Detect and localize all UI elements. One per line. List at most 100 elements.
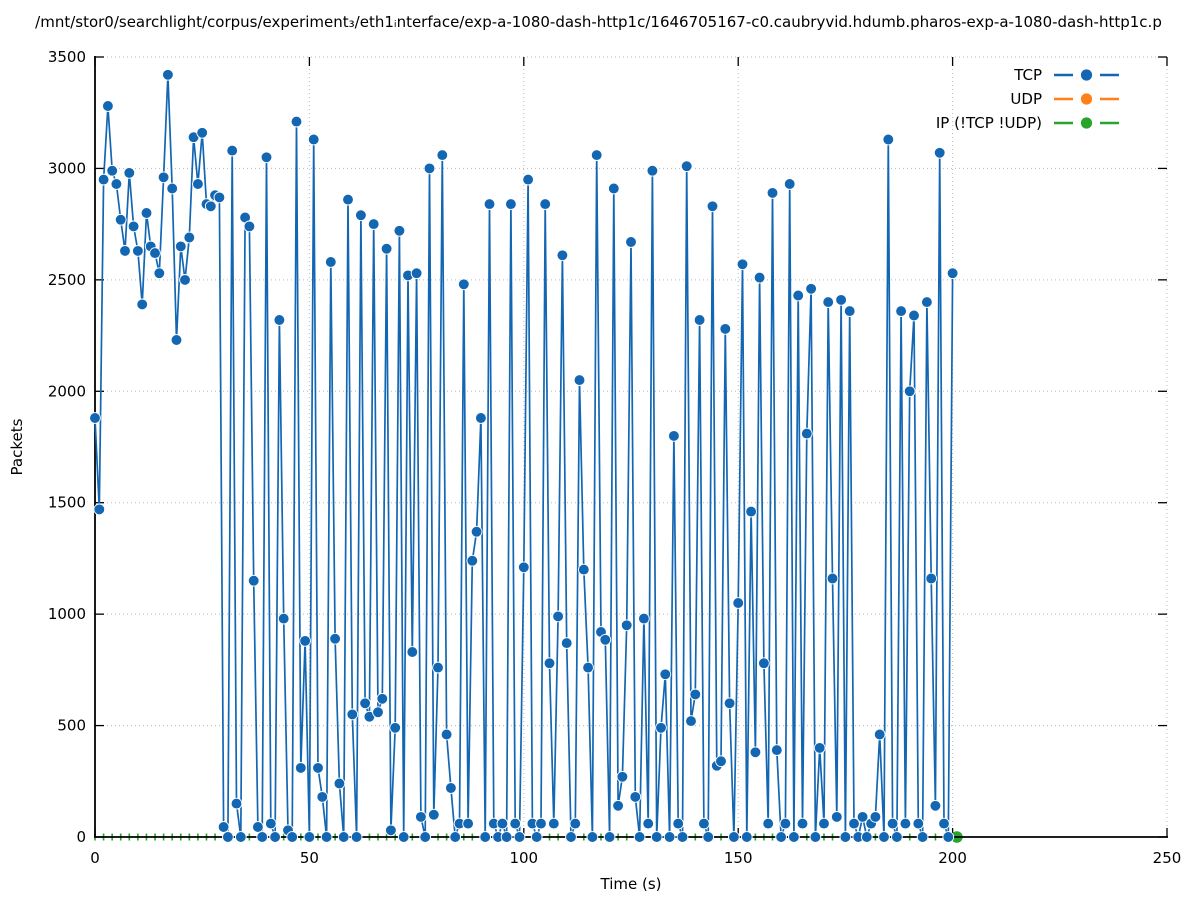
- tcp-point: [650, 831, 663, 843]
- tcp-point: [89, 412, 101, 424]
- tcp-point: [359, 697, 371, 710]
- tcp-point: [170, 334, 183, 346]
- tcp-point: [590, 149, 603, 161]
- tcp-point: [779, 817, 792, 830]
- tcp-point: [903, 385, 916, 398]
- tcp-point: [522, 173, 534, 186]
- tcp-point: [796, 817, 809, 830]
- tcp-point: [625, 236, 637, 248]
- title-bar: /mnt/stor0/searchlight/corpus/experiment…: [0, 0, 1197, 34]
- tcp-point: [753, 271, 766, 284]
- tcp-point: [333, 777, 346, 790]
- tcp-point: [290, 115, 303, 128]
- tcp-point: [702, 831, 715, 843]
- tcp-point: [800, 427, 813, 440]
- tcp-point: [303, 831, 316, 843]
- tcp-point: [119, 245, 131, 257]
- tcp-point: [432, 661, 444, 674]
- y-axis: 0 500 1000 1500 2000 2500 3000 3500: [48, 48, 86, 846]
- tcp-point: [573, 374, 586, 386]
- tcp-point: [607, 182, 620, 195]
- tcp-point: [873, 728, 886, 741]
- tcp-point: [539, 198, 552, 210]
- tcp-point: [500, 831, 513, 843]
- y-tick-label-500: 500: [57, 717, 86, 735]
- tcp-point: [556, 249, 569, 262]
- y-tick-label-3000: 3000: [48, 159, 86, 177]
- tcp-point: [946, 267, 959, 280]
- tcp-point: [736, 258, 749, 271]
- tcp-point: [419, 831, 432, 843]
- tcp-point: [380, 242, 393, 255]
- tcp-point: [809, 831, 822, 843]
- tcp-point: [745, 505, 757, 518]
- tcp-point: [603, 831, 616, 843]
- tcp-point: [222, 831, 234, 843]
- x-tick-label-250: 250: [1153, 849, 1182, 867]
- tcp-point: [106, 164, 119, 177]
- legend-label: UDP: [1010, 90, 1042, 108]
- tcp-point: [110, 178, 123, 190]
- tcp-point: [505, 198, 517, 210]
- tcp-point: [423, 162, 436, 175]
- tcp-point: [97, 173, 110, 186]
- tcp-point: [689, 688, 702, 701]
- tcp-point: [509, 817, 522, 830]
- tcp-point: [672, 817, 685, 830]
- tcp-point: [286, 831, 299, 843]
- x-axis-label: Time (s): [600, 875, 662, 893]
- tcp-point: [350, 831, 363, 843]
- tcp-point: [234, 831, 247, 843]
- tcp-point: [856, 811, 869, 823]
- legend-item-udp: UDP: [1010, 90, 1119, 108]
- tcp-point: [612, 799, 624, 812]
- tcp-point: [560, 637, 573, 649]
- tcp-point: [552, 610, 564, 623]
- tcp-point: [530, 831, 543, 843]
- tcp-point: [457, 278, 470, 291]
- tcp-point: [385, 824, 397, 837]
- tcp-point: [547, 817, 560, 830]
- tcp-point: [389, 721, 402, 734]
- tcp-point: [565, 831, 577, 843]
- tcp-point: [149, 247, 161, 259]
- tcp-point: [273, 314, 286, 326]
- tcp-point: [728, 831, 740, 843]
- tcp-point: [770, 744, 783, 756]
- tcp-point: [427, 808, 440, 821]
- y-tick-label-0: 0: [76, 828, 86, 846]
- legend-item-ip-tcp-udp-: IP (!TCP !UDP): [936, 114, 1119, 132]
- tcp-point: [835, 294, 847, 306]
- tcp-point: [217, 821, 230, 833]
- tcp-point: [93, 503, 106, 516]
- tcp-point: [243, 220, 256, 233]
- tcp-point: [869, 811, 882, 823]
- y-tick-label-2500: 2500: [48, 271, 86, 289]
- tcp-point: [320, 831, 333, 843]
- tcp-point: [123, 167, 136, 179]
- legend-label: TCP: [1013, 66, 1042, 84]
- tcp-point: [483, 198, 496, 210]
- tcp-point: [260, 151, 273, 164]
- tcp-point: [886, 817, 899, 830]
- tcp-point: [826, 572, 839, 585]
- tcp-point: [569, 817, 582, 830]
- tcp-point: [132, 245, 144, 257]
- tcp-point: [479, 831, 492, 843]
- tcp-point: [406, 646, 419, 658]
- x-tick-label-50: 50: [300, 849, 319, 867]
- x-axis: 0 50 100 150 200 250: [90, 849, 1181, 867]
- tcp-point: [136, 298, 149, 311]
- tcp-point: [860, 831, 873, 843]
- tcp-point: [114, 213, 127, 226]
- legend-point-sample: [1080, 69, 1093, 81]
- legend-item-tcp: TCP: [1013, 66, 1119, 84]
- tcp-point: [577, 563, 590, 576]
- tcp-point: [462, 817, 474, 830]
- legend: TCP UDP IP (!TCP !UDP): [936, 66, 1119, 132]
- chart-title: /mnt/stor0/searchlight/corpus/experiment…: [35, 13, 1162, 31]
- tcp-point: [723, 697, 736, 710]
- tcp-point: [620, 619, 633, 632]
- tcp-point: [192, 178, 204, 190]
- tcp-point: [324, 256, 337, 268]
